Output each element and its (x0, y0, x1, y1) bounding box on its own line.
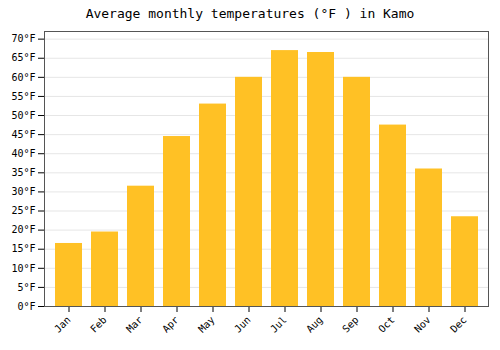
svg-text:May: May (196, 314, 217, 335)
svg-text:30°F: 30°F (11, 186, 35, 197)
svg-text:15°F: 15°F (11, 243, 35, 254)
svg-text:50°F: 50°F (11, 110, 35, 121)
svg-text:25°F: 25°F (11, 205, 35, 216)
html-text:Average monthly temperatures (: Average monthly temperatures (°F ) in Ka… (85, 6, 415, 21)
svg-text:60°F: 60°F (11, 72, 35, 83)
svg-text:Aug: Aug (304, 314, 325, 335)
svg-text:Mar: Mar (124, 314, 145, 335)
svg-text:35°F: 35°F (11, 167, 35, 178)
svg-text:20°F: 20°F (11, 224, 35, 235)
svg-text:Jan: Jan (52, 314, 73, 335)
svg-text:Jun: Jun (232, 314, 253, 335)
svg-text:5°F: 5°F (17, 282, 35, 293)
svg-text:Nov: Nov (412, 314, 433, 335)
svg-text:65°F: 65°F (11, 52, 35, 63)
svg-text:Jul: Jul (268, 314, 289, 335)
svg-text:Oct: Oct (376, 314, 397, 335)
svg-text:70°F: 70°F (11, 33, 35, 44)
svg-text:0°F: 0°F (17, 301, 35, 312)
svg-text:40°F: 40°F (11, 148, 35, 159)
svg-text:Sep: Sep (340, 314, 361, 335)
svg-text:55°F: 55°F (11, 91, 35, 102)
svg-text:Dec: Dec (448, 314, 469, 335)
svg-text:Feb: Feb (88, 314, 109, 335)
svg-text:Apr: Apr (160, 314, 181, 335)
svg-text:10°F: 10°F (11, 263, 35, 274)
svg-text:45°F: 45°F (11, 129, 35, 140)
